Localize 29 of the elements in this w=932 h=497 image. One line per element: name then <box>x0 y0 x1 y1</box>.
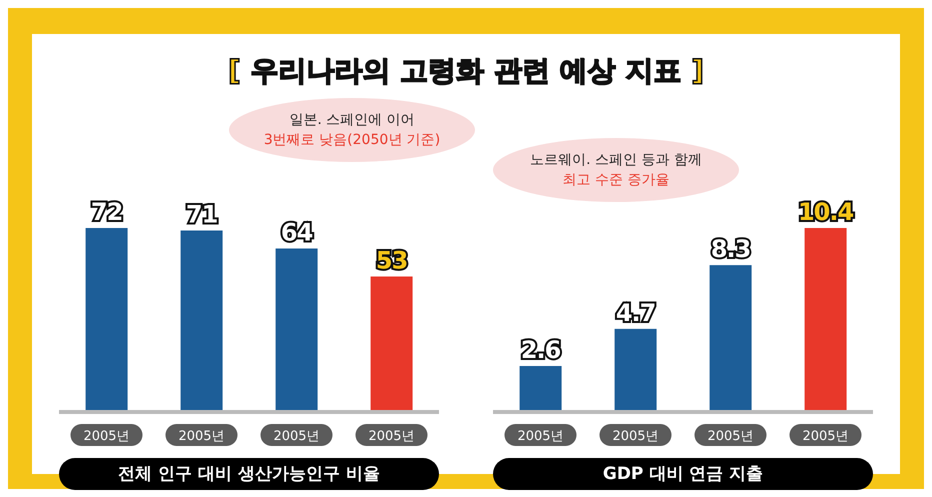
x-tick-label: 2005년 <box>612 429 659 444</box>
data-label: 8.3 <box>710 235 750 264</box>
bar <box>520 366 562 412</box>
bar <box>804 228 847 412</box>
speech-bubble: 일본. 스페인에 이어 3번째로 낮음(2050년 기준) <box>229 98 475 162</box>
data-label: 53 <box>376 246 408 275</box>
x-tick-label: 2005년 <box>273 429 320 444</box>
x-tick-label: 2005년 <box>802 429 849 444</box>
x-axis-title: GDP 대비 연금 지출 <box>493 458 873 490</box>
x-tick-label: 2005년 <box>517 429 564 444</box>
data-label: 64 <box>280 218 313 246</box>
speech-bubble: 노르웨이. 스페인 등과 함께 최고 수준 증가율 <box>493 138 739 202</box>
bar <box>614 328 657 412</box>
data-label: 10.4 <box>798 198 854 226</box>
bar <box>180 230 223 412</box>
bar <box>86 228 128 412</box>
bar <box>710 265 752 412</box>
data-label: 72 <box>90 198 122 226</box>
data-label: 71 <box>186 200 218 229</box>
bar <box>276 248 318 412</box>
data-label: 2.6 <box>520 336 561 364</box>
x-tick-label: 2005년 <box>368 429 415 444</box>
bar <box>370 276 413 412</box>
x-axis-title: 전체 인구 대비 생산가능인구 비율 <box>59 458 439 490</box>
data-label: 4.7 <box>616 298 656 327</box>
chart-title: [ 우리나라의 고령화 관련 예상 지표 ] <box>226 53 706 89</box>
x-tick-label: 2005년 <box>83 429 130 444</box>
x-tick-label: 2005년 <box>178 429 225 444</box>
x-tick-label: 2005년 <box>707 429 754 444</box>
